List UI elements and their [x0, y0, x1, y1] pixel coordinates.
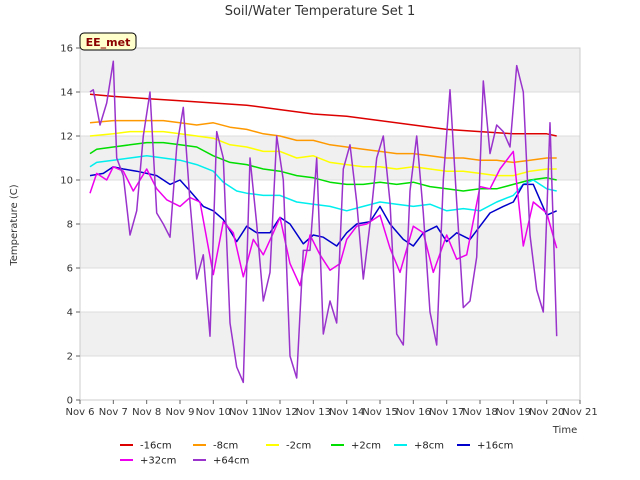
x-tick-label: Nov 13	[296, 407, 331, 418]
x-tick-label: Nov 10	[196, 407, 231, 418]
series-line-+2cm	[89, 141, 557, 192]
x-tick-label: Nov 11	[229, 407, 264, 418]
x-tick-label: Nov 19	[496, 407, 531, 418]
site-badge-box	[79, 32, 137, 51]
series-layer	[89, 60, 558, 384]
legend-label-+16cm: +16cm	[477, 441, 513, 452]
y-tick-label: 10	[60, 176, 73, 187]
y-tick-label: 12	[60, 132, 73, 143]
x-tick-label: Nov 12	[262, 407, 297, 418]
x-tick-label: Nov 14	[329, 407, 364, 418]
series-line--16cm	[89, 93, 557, 137]
site-badge-label: EE_met	[86, 36, 131, 49]
site-badge: EE_met	[79, 32, 137, 51]
y-tick-label: 0	[67, 396, 73, 407]
series-line--8cm	[89, 119, 557, 164]
x-tick-label: Nov 6	[65, 407, 94, 418]
y-axis-ticks: 0 2 4 6 8 10 12 14 16	[60, 44, 80, 407]
legend-label-+2cm: +2cm	[351, 441, 381, 452]
y-tick-label: 4	[67, 308, 73, 319]
legend-label--8cm: -8cm	[213, 441, 238, 452]
legend: -16cm -8cm -2cm +2cm +8cm +16cm +32cm +64cm	[120, 441, 513, 467]
legend-label--16cm: -16cm	[140, 441, 172, 452]
x-tick-label: Nov 9	[165, 407, 194, 418]
background-band	[80, 312, 580, 356]
y-tick-label: 2	[67, 352, 73, 363]
x-tick-label: Nov 15	[362, 407, 397, 418]
x-tick-label: Nov 18	[462, 407, 497, 418]
x-tick-label: Nov 20	[529, 407, 564, 418]
chart-title: Soil/Water Temperature Set 1	[225, 4, 416, 19]
series-line--2cm	[89, 130, 557, 177]
x-tick-label: Nov 21	[562, 407, 597, 418]
y-tick-label: 16	[60, 44, 73, 55]
legend-label-+32cm: +32cm	[140, 456, 176, 467]
y-axis-label: Temperature (C)	[9, 184, 20, 266]
legend-label-+64cm: +64cm	[213, 456, 249, 467]
series-line-+8cm	[89, 155, 557, 212]
y-tick-label: 14	[60, 88, 73, 99]
x-tick-label: Nov 17	[429, 407, 464, 418]
x-axis-label: Time	[552, 425, 577, 436]
series-line-+64cm	[89, 60, 558, 384]
series-line-+32cm	[89, 150, 558, 287]
x-tick-label: Nov 7	[99, 407, 128, 418]
y-tick-label: 6	[67, 264, 73, 275]
series-line-+16cm	[89, 166, 558, 247]
x-tick-label: Nov 8	[132, 407, 161, 418]
legend-label-+8cm: +8cm	[414, 441, 444, 452]
background-band	[80, 48, 580, 92]
x-tick-label: Nov 16	[396, 407, 431, 418]
y-tick-label: 8	[67, 220, 73, 231]
background-band	[80, 224, 580, 268]
legend-label--2cm: -2cm	[286, 441, 311, 452]
